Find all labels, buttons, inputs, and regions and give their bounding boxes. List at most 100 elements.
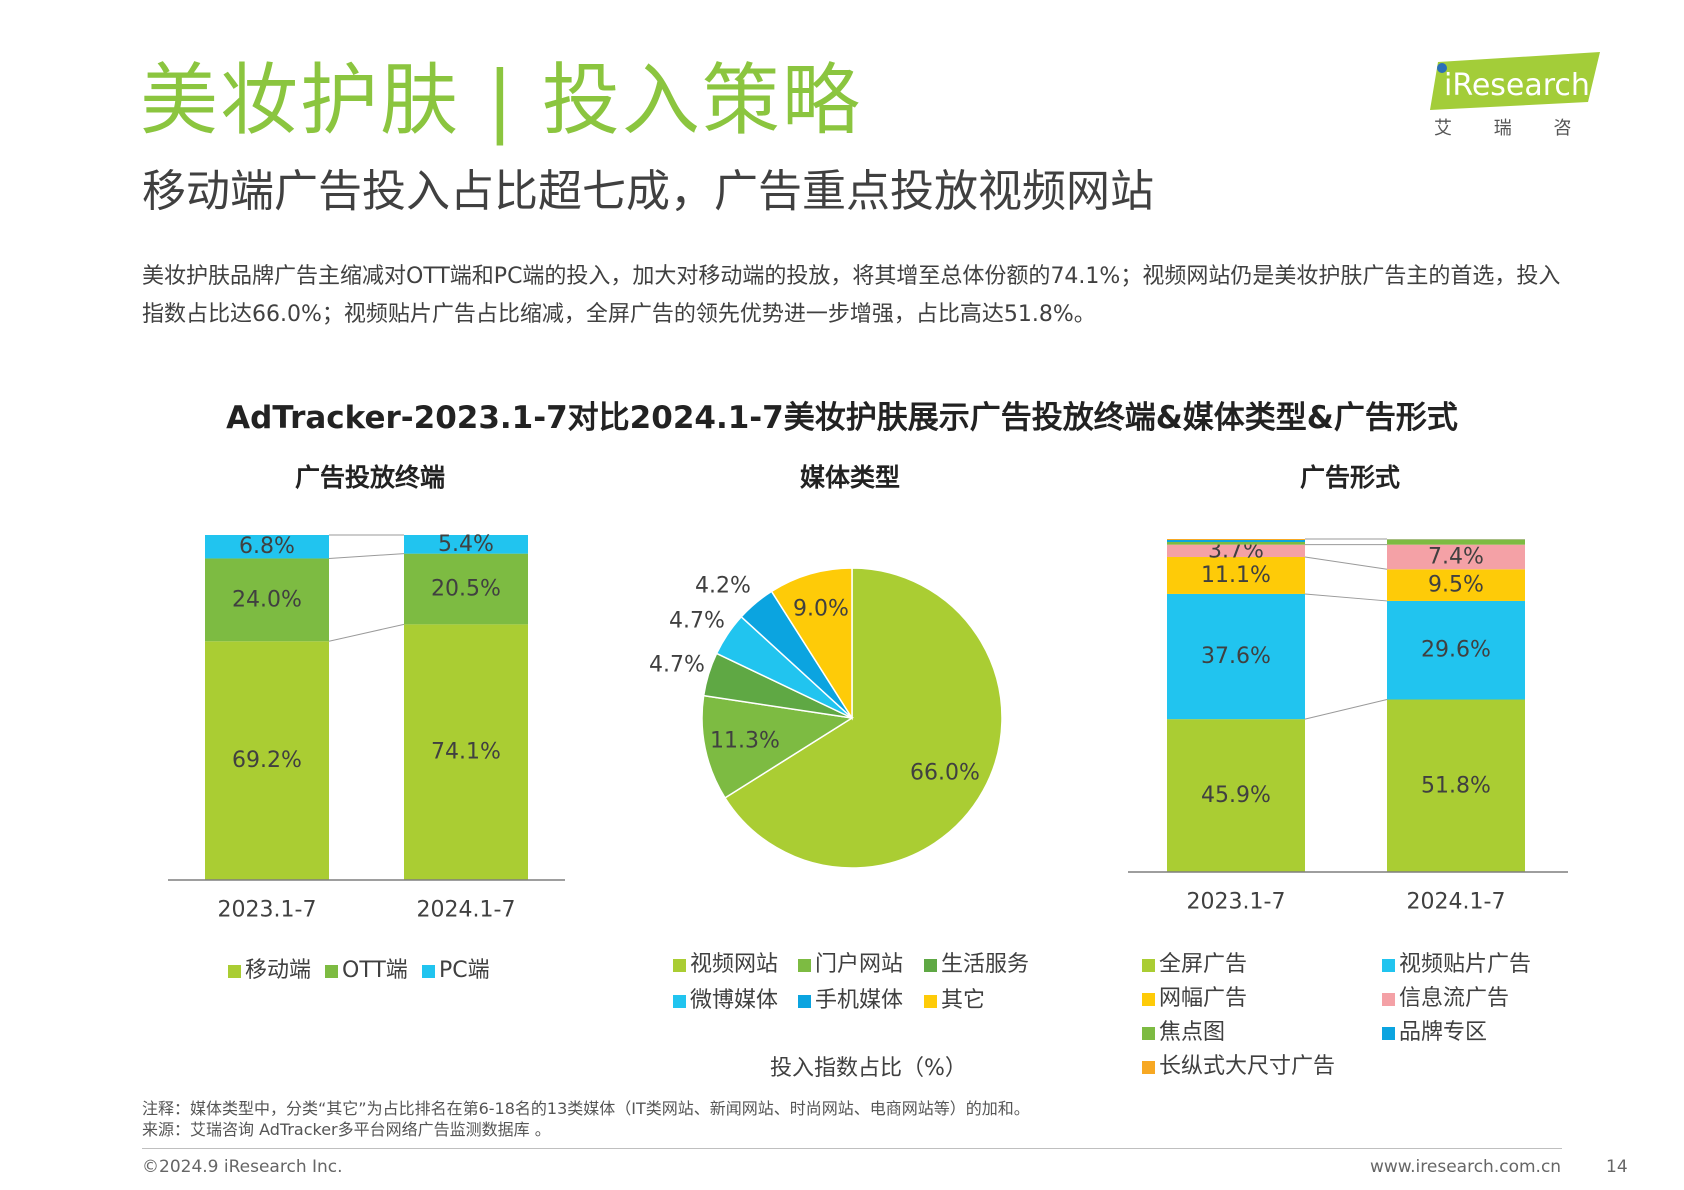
chart-title: AdTracker-2023.1-7对比2024.1-7美妆护肤展示广告投放终端… xyxy=(226,400,1458,436)
pie-data-label: 4.7% xyxy=(649,653,705,678)
page-title: 美妆护肤 | 投入策略 xyxy=(140,56,862,146)
legend-label: 微博媒体 xyxy=(690,988,779,1013)
bar-segment xyxy=(1387,600,1525,700)
legend-label: 长纵式大尺寸广告 xyxy=(1159,1054,1336,1079)
pie-slice xyxy=(701,694,855,799)
bar-data-label: 6.8% xyxy=(239,534,295,559)
bar-segment xyxy=(1167,539,1305,542)
legend-swatch xyxy=(422,965,435,978)
legend-label: 全屏广告 xyxy=(1159,952,1248,977)
legend-label: 视频网站 xyxy=(690,952,779,977)
notes: 注释：媒体类型中，分类“其它”为占比排名在第6-18名的13类媒体（IT类网站、… xyxy=(142,1098,1030,1140)
bar-data-label: 69.2% xyxy=(232,748,302,773)
legend-item: 网幅广告 xyxy=(1142,980,1247,1012)
legend-swatch xyxy=(1142,993,1155,1006)
x-tick-label: 2024.1-7 xyxy=(1407,890,1506,915)
connector-line xyxy=(1304,699,1388,720)
bar-segment xyxy=(205,558,329,642)
legend-swatch xyxy=(924,995,937,1008)
logo-graphic: iResearch 艾 瑞 咨 询 xyxy=(1430,52,1631,139)
legend-swatch xyxy=(1382,959,1395,972)
legend-label: PC端 xyxy=(439,958,490,983)
legend-label: 手机媒体 xyxy=(815,988,904,1013)
summary-text: 美妆护肤品牌广告主缩减对OTT端和PC端的投入，加大对移动端的投放，将其增至总体… xyxy=(142,264,1561,327)
legend-item: 微博媒体 xyxy=(673,982,778,1014)
logo-cn-text: 艾 瑞 咨 询 xyxy=(1434,118,1610,139)
bar-data-label: 11.1% xyxy=(1201,563,1271,588)
legend-label: 其它 xyxy=(941,988,986,1013)
legend-swatch xyxy=(673,995,686,1008)
bar-segment xyxy=(1387,699,1525,872)
legend-swatch xyxy=(1142,1027,1155,1040)
legend-label: 焦点图 xyxy=(1159,1020,1226,1045)
bar-data-label: 37.6% xyxy=(1201,644,1271,669)
bar-segment xyxy=(1167,719,1305,872)
bar-segment xyxy=(1167,593,1305,720)
x-tick-label: 2024.1-7 xyxy=(417,898,516,923)
legend-swatch xyxy=(1382,993,1395,1006)
connector-line xyxy=(328,623,405,642)
legend-item: 移动端 xyxy=(228,952,311,984)
terminal-chart-title: 广告投放终端 xyxy=(294,463,445,492)
legend-swatch xyxy=(924,959,937,972)
legend-swatch xyxy=(325,965,338,978)
legend-item: 品牌专区 xyxy=(1382,1014,1487,1046)
legend-item: 其它 xyxy=(924,982,985,1014)
logo-text: iResearch xyxy=(1444,68,1590,103)
legend-swatch xyxy=(798,995,811,1008)
x-tick-label: 2023.1-7 xyxy=(1187,890,1286,915)
legend-label: 视频贴片广告 xyxy=(1399,952,1532,977)
legend-item: 全屏广告 xyxy=(1142,946,1247,978)
bar-segment xyxy=(404,624,528,880)
bar-segment xyxy=(1387,569,1525,601)
bar-segment xyxy=(404,553,528,625)
bar-segment xyxy=(1167,556,1305,594)
legend-label: 生活服务 xyxy=(941,952,1030,977)
legend-item: 手机媒体 xyxy=(798,982,903,1014)
bar-segment xyxy=(1167,539,1305,540)
iresearch-logo: iResearch 艾 瑞 咨 询 xyxy=(1420,50,1631,140)
pie-data-label: 9.0% xyxy=(793,597,849,622)
page-subtitle: 移动端广告投入占比超七成，广告重点投放视频网站 xyxy=(142,166,1154,217)
legend-label: OTT端 xyxy=(342,958,408,983)
pie-data-label: 4.7% xyxy=(669,609,725,634)
bar-segment xyxy=(1167,544,1305,557)
bar-segment xyxy=(205,535,329,559)
legend-swatch xyxy=(798,959,811,972)
bar-data-label: 51.8% xyxy=(1421,773,1491,798)
bar-data-label: 24.0% xyxy=(232,587,302,612)
legend-swatch xyxy=(1142,1061,1155,1074)
pie-data-label: 4.2% xyxy=(695,574,751,599)
legend-item: 信息流广告 xyxy=(1382,980,1509,1012)
pie-data-label: 11.3% xyxy=(710,729,780,754)
bar-segment xyxy=(404,535,528,554)
legend-swatch xyxy=(673,959,686,972)
legend-label: 网幅广告 xyxy=(1159,986,1248,1011)
pie-caption: 投入指数占比（%） xyxy=(770,1056,967,1081)
legend-item: PC端 xyxy=(422,952,490,984)
legend-label: 门户网站 xyxy=(815,952,904,977)
pie-slice xyxy=(770,567,853,721)
bar-segment xyxy=(1167,541,1305,545)
bar-segment xyxy=(1387,539,1525,545)
source-text: 来源：艾瑞咨询 AdTracker多平台网络广告监测数据库 。 xyxy=(142,1120,551,1139)
legend-item: 视频网站 xyxy=(673,946,778,978)
bar-segment xyxy=(205,641,329,880)
website-link[interactable]: www.iresearch.com.cn xyxy=(1370,1157,1562,1177)
legend-label: 品牌专区 xyxy=(1399,1020,1488,1045)
connector-line xyxy=(328,553,405,559)
note-text: 注释：媒体类型中，分类“其它”为占比排名在第6-18名的13类媒体（IT类网站、… xyxy=(142,1099,1030,1118)
pie-data-label: 66.0% xyxy=(910,761,980,786)
legend-item: 视频贴片广告 xyxy=(1382,946,1531,978)
footer-divider xyxy=(142,1148,1562,1149)
legend-item: 焦点图 xyxy=(1142,1014,1225,1046)
connector-line xyxy=(1304,556,1388,570)
pie-slice xyxy=(723,567,1003,869)
bar-segment xyxy=(1387,544,1525,570)
bar-data-label: 20.5% xyxy=(431,576,501,601)
connector-line xyxy=(1304,593,1388,602)
legend-swatch xyxy=(228,965,241,978)
bar-data-label: 74.1% xyxy=(431,740,501,765)
legend-swatch xyxy=(1382,1027,1395,1040)
